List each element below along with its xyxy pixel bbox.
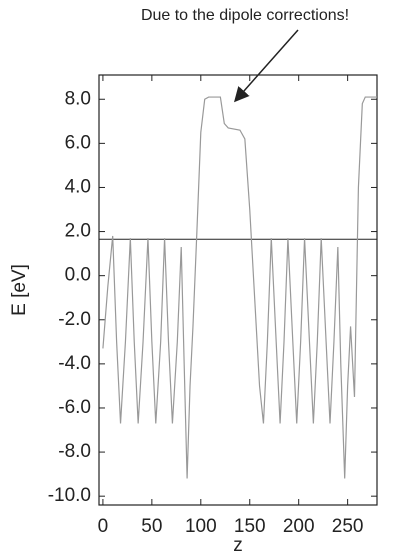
y-tick-label: 2.0 [65,221,91,242]
y-tick-label: 6.0 [65,132,91,153]
x-tick-label: 0 [98,516,109,537]
data-line [102,96,377,479]
x-axis-label: z [233,535,243,556]
x-tick-label: 150 [234,516,266,537]
y-tick-label: 0.0 [65,265,91,286]
x-tick-label: 50 [141,516,162,537]
y-tick-label: 8.0 [65,88,91,109]
x-tick-label: 250 [332,516,364,537]
plot-frame [98,74,378,506]
y-tick-label: -6.0 [58,397,91,418]
y-tick-label: -10.0 [48,485,91,506]
annotation: Due to the dipole corrections! [141,7,349,24]
y-tick-label: 4.0 [65,176,91,197]
annotation-arrow [234,29,299,103]
y-tick-label: -2.0 [58,309,91,330]
y-axis-label: E [eV] [9,264,30,316]
y-tick-label: -8.0 [58,441,91,462]
x-tick-label: 100 [185,516,217,537]
y-tick-label: -4.0 [58,353,91,374]
x-tick-label: 200 [283,516,315,537]
